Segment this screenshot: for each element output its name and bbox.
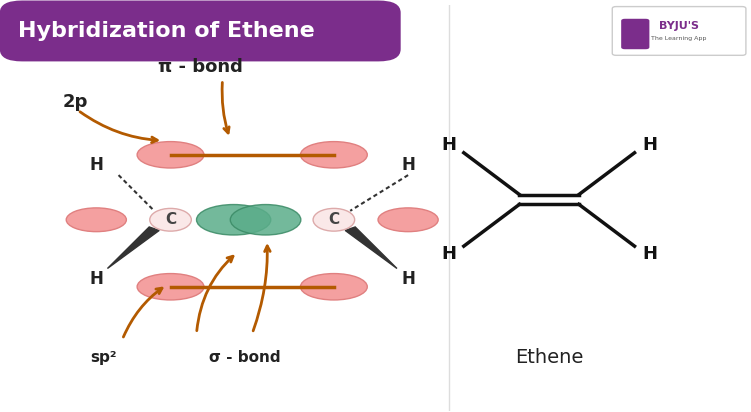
Polygon shape — [107, 227, 159, 269]
Ellipse shape — [378, 208, 438, 232]
Text: sp²: sp² — [90, 350, 117, 365]
Text: H: H — [401, 156, 415, 174]
Text: σ - bond: σ - bond — [209, 350, 281, 365]
Ellipse shape — [300, 274, 367, 300]
Text: 2p: 2p — [63, 93, 89, 111]
Ellipse shape — [137, 274, 204, 300]
Text: Ethene: Ethene — [515, 348, 584, 368]
Ellipse shape — [231, 204, 301, 235]
FancyBboxPatch shape — [621, 19, 650, 49]
FancyBboxPatch shape — [612, 7, 746, 55]
Ellipse shape — [300, 142, 367, 168]
Text: H: H — [642, 245, 657, 263]
Polygon shape — [345, 227, 397, 269]
FancyBboxPatch shape — [0, 0, 401, 61]
Ellipse shape — [197, 204, 271, 235]
Text: H: H — [442, 245, 457, 263]
Circle shape — [149, 208, 192, 231]
Text: H: H — [642, 136, 657, 154]
Text: BYJU'S: BYJU'S — [659, 21, 699, 31]
Circle shape — [313, 208, 354, 231]
Text: π - bond: π - bond — [158, 59, 243, 77]
Text: H: H — [401, 269, 415, 288]
Text: H: H — [442, 136, 457, 154]
Text: H: H — [89, 269, 103, 288]
Text: C: C — [165, 212, 176, 227]
Text: The Learning App: The Learning App — [651, 36, 707, 41]
Ellipse shape — [66, 208, 126, 232]
Text: Hybridization of Ethene: Hybridization of Ethene — [18, 21, 315, 41]
Text: C: C — [328, 212, 339, 227]
Text: H: H — [89, 156, 103, 174]
Ellipse shape — [137, 142, 204, 168]
